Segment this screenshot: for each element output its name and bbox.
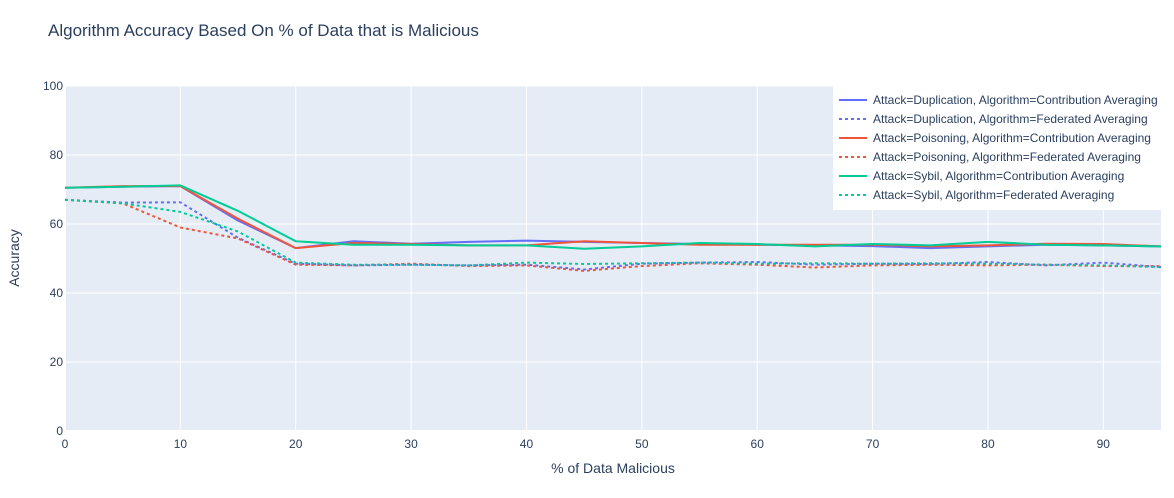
- legend-entry-3[interactable]: Attack=Poisoning, Algorithm=Federated Av…: [873, 150, 1141, 164]
- y-tick-label: 80: [50, 148, 64, 162]
- series-line-3: [64, 198, 1161, 272]
- y-tick-label: 0: [56, 424, 63, 438]
- series-line-4: [64, 184, 1162, 250]
- axes: 0 10 20 30 40 50 60 70 80 90 0 20 40 60 80 100: [43, 79, 1110, 451]
- y-tick-label: 20: [50, 355, 64, 369]
- legend-entry-4[interactable]: Attack=Sybil, Algorithm=Contribution Ave…: [873, 169, 1124, 183]
- x-tick-label: 90: [1097, 437, 1111, 451]
- x-tick-label: 20: [289, 437, 303, 451]
- series-line-1: [64, 198, 1162, 271]
- x-tick-label: 10: [174, 437, 188, 451]
- legend-entry-2[interactable]: Attack=Poisoning, Algorithm=Contribution…: [873, 131, 1151, 145]
- legend-entry-1[interactable]: Attack=Duplication, Algorithm=Federated …: [873, 112, 1148, 126]
- legend-background: [833, 86, 1161, 210]
- x-tick-label: 30: [404, 437, 418, 451]
- series-line-2: [64, 185, 1162, 250]
- chart-title: Algorithm Accuracy Based On % of Data th…: [48, 21, 479, 40]
- x-tick-label: 40: [520, 437, 534, 451]
- x-tick-label: 50: [635, 437, 649, 451]
- x-tick-label: 0: [62, 437, 69, 451]
- legend-entry-5[interactable]: Attack=Sybil, Algorithm=Federated Averag…: [873, 188, 1114, 202]
- series-lines: [64, 184, 1162, 272]
- x-tick-label: 60: [751, 437, 765, 451]
- series-line-5: [64, 198, 1162, 269]
- x-tick-label: 80: [981, 437, 995, 451]
- x-tick-label: 70: [866, 437, 880, 451]
- y-tick-label: 40: [50, 286, 64, 300]
- y-tick-label: 60: [50, 217, 64, 231]
- y-tick-label: 100: [43, 79, 63, 93]
- y-axis-label: Accuracy: [6, 229, 22, 287]
- legend: Attack=Duplication, Algorithm=Contributi…: [833, 86, 1161, 210]
- legend-entry-0[interactable]: Attack=Duplication, Algorithm=Contributi…: [873, 93, 1158, 107]
- x-axis-label: % of Data Malicious: [551, 460, 675, 476]
